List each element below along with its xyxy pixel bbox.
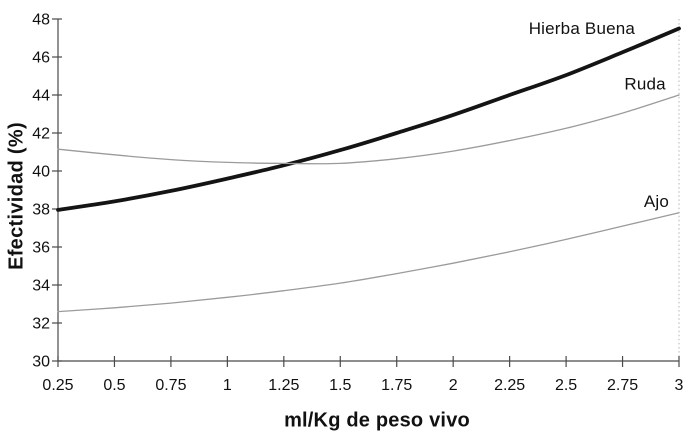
x-tick-label: 2.75 — [607, 377, 638, 394]
x-tick-label: 2.5 — [555, 377, 577, 394]
y-tick-label: 30 — [32, 354, 50, 371]
x-tick-label: 0.75 — [155, 377, 186, 394]
series-line-ruda — [57, 94, 680, 165]
series-label-hierba-buena: Hierba Buena — [529, 19, 636, 38]
series-label-ajo: Ajo — [644, 192, 669, 211]
y-tick-label: 32 — [32, 316, 50, 333]
x-tick-label: 2 — [449, 377, 458, 394]
y-tick-label: 34 — [32, 278, 50, 295]
y-tick-label: 40 — [32, 164, 50, 181]
x-tick-label: 1 — [223, 377, 232, 394]
series-label-ruda: Ruda — [624, 74, 666, 93]
series-line-hierba-buena — [56, 26, 681, 212]
x-tick-label: 1.75 — [381, 377, 412, 394]
y-tick-label: 36 — [32, 240, 50, 257]
series-line-ajo — [57, 212, 680, 313]
x-tick-label: 3 — [675, 377, 684, 394]
y-tick-label: 38 — [32, 202, 50, 219]
x-axis-title: ml/Kg de peso vivo — [284, 409, 470, 432]
y-tick-label: 46 — [32, 50, 50, 67]
x-tick-label: 1.25 — [268, 377, 299, 394]
x-tick-label: 1.5 — [329, 377, 351, 394]
y-tick-label: 48 — [32, 12, 50, 29]
x-tick-label: 2.25 — [494, 377, 525, 394]
y-tick-label: 42 — [32, 126, 50, 143]
x-tick-label: 0.5 — [103, 377, 125, 394]
y-axis-title: Efectividad (%) — [5, 122, 28, 270]
y-tick-label: 44 — [32, 88, 50, 105]
x-tick-label: 0.25 — [42, 377, 73, 394]
